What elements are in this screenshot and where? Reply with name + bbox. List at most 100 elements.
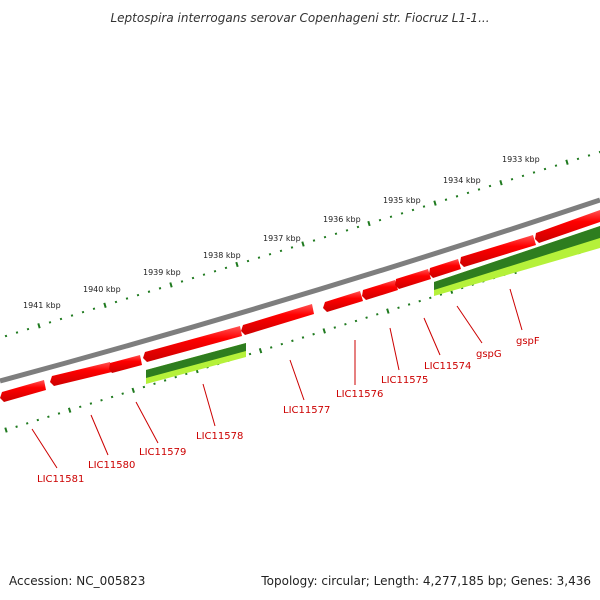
scale-minor-tick (136, 293, 140, 297)
scale-minor-tick (455, 195, 459, 198)
scale-minor-tick (389, 215, 393, 219)
cds-right-edge (535, 210, 600, 243)
scale-minor-tick (576, 157, 580, 161)
scale-minor-tick (301, 336, 305, 339)
genome-backbone (0, 197, 600, 384)
scale-minor-tick (59, 317, 63, 321)
scale-minor-tick (110, 395, 114, 399)
cds-LIC11574 (395, 269, 431, 289)
gene-label-LIC11575: LIC11575 (381, 375, 428, 386)
scale-minor-tick (191, 276, 195, 280)
scale-minor-tick (114, 300, 118, 304)
scale-minor-tick (158, 287, 162, 290)
green-features (146, 226, 600, 384)
scale-major-tick (103, 302, 107, 308)
kbp-label-1940: 1940 kbp (83, 285, 121, 294)
scale-minor-tick (312, 239, 316, 242)
scale-minor-tick (444, 198, 448, 201)
scale-minor-tick (81, 310, 85, 314)
gene-label-gspG: gspG (476, 349, 502, 360)
scale-major-tick (258, 348, 263, 354)
scale-minor-tick (376, 313, 379, 316)
cds-LIC11575 (362, 280, 398, 300)
genome-summary-text: Topology: circular; Length: 4,277,185 bp… (261, 574, 591, 588)
scale-minor-tick (26, 327, 30, 331)
scale-minor-tick (257, 256, 261, 259)
cds-LIC11578 (143, 326, 242, 362)
scale-minor-tick (47, 415, 50, 419)
scale-minor-tick (334, 232, 338, 236)
kbp-label-1941: 1941 kbp (23, 301, 61, 310)
gene-label-LIC11576: LIC11576 (336, 389, 383, 400)
scale-major-tick (37, 323, 41, 329)
scale-minor-tick (344, 322, 347, 326)
scale-minor-tick (356, 225, 360, 229)
scale-minor-tick (345, 229, 349, 232)
scale-minor-tick (213, 269, 217, 273)
scale-major-tick (235, 261, 239, 268)
scale-minor-tick (89, 402, 93, 405)
label-leaders (31, 288, 523, 469)
scale-minor-tick (543, 167, 547, 171)
scale-major-tick (67, 407, 72, 413)
scale-minor-tick (429, 296, 432, 300)
scale-major-tick (386, 308, 390, 314)
cds-features (0, 210, 600, 402)
cds-LIC11576 (323, 291, 363, 312)
scale-minor-tick (246, 259, 250, 263)
scale-minor-tick (400, 212, 404, 215)
scale-minor-tick (333, 326, 337, 329)
scale-minor-tick (185, 372, 188, 376)
scale-minor-tick (180, 280, 184, 283)
scale-minor-tick (280, 342, 284, 346)
scale-minor-tick (587, 154, 591, 157)
scale-minor-tick (4, 334, 8, 338)
gene-label-LIC11579: LIC11579 (139, 447, 186, 458)
gene-label-LIC11580: LIC11580 (88, 460, 135, 471)
scale-minor-tick (79, 405, 82, 409)
scale-major-tick (499, 180, 503, 186)
scale-major-tick (169, 282, 173, 288)
kbp-scale-outer (4, 150, 600, 338)
scale-minor-tick (48, 321, 52, 324)
cds-gspG (429, 259, 461, 278)
scale-minor-tick (57, 412, 61, 415)
kbp-label-1933: 1933 kbp (502, 155, 540, 164)
scale-major-tick (367, 220, 371, 227)
kbp-label-1934: 1934 kbp (443, 176, 481, 185)
scale-minor-tick (15, 425, 18, 428)
cds-LIC11580 (50, 362, 112, 386)
scale-major-tick (433, 200, 437, 206)
scale-minor-tick (354, 319, 358, 323)
scale-minor-tick (36, 418, 40, 422)
scale-major-tick (301, 241, 305, 247)
kbp-label-1937: 1937 kbp (263, 234, 301, 243)
kbp-label-1935: 1935 kbp (383, 196, 421, 205)
scale-major-tick (322, 328, 326, 334)
scale-minor-tick (407, 303, 411, 306)
kbp-label-1939: 1939 kbp (143, 268, 181, 277)
scale-major-tick (4, 427, 8, 433)
scale-minor-tick (521, 174, 525, 178)
scale-minor-tick (125, 297, 129, 300)
scale-minor-tick (279, 249, 283, 253)
genome-title: Leptospira interrogans serovar Copenhage… (110, 11, 490, 25)
scale-major-tick (565, 159, 569, 165)
scale-minor-tick (291, 339, 294, 343)
scale-minor-tick (153, 382, 156, 386)
scale-minor-tick (92, 307, 96, 311)
scale-minor-tick (554, 164, 558, 167)
scale-minor-tick (290, 246, 294, 249)
scale-minor-tick (142, 385, 146, 389)
cds-LIC11577 (241, 304, 314, 335)
scale-minor-tick (248, 352, 252, 356)
scale-minor-tick (411, 208, 415, 212)
scale-minor-tick (378, 218, 382, 222)
gene-label-LIC11581: LIC11581 (37, 474, 84, 485)
scale-minor-tick (70, 314, 74, 317)
scale-minor-tick (312, 332, 315, 336)
kbp-label-1938: 1938 kbp (203, 251, 241, 260)
scale-major-tick (131, 387, 135, 394)
scale-minor-tick (147, 290, 151, 293)
